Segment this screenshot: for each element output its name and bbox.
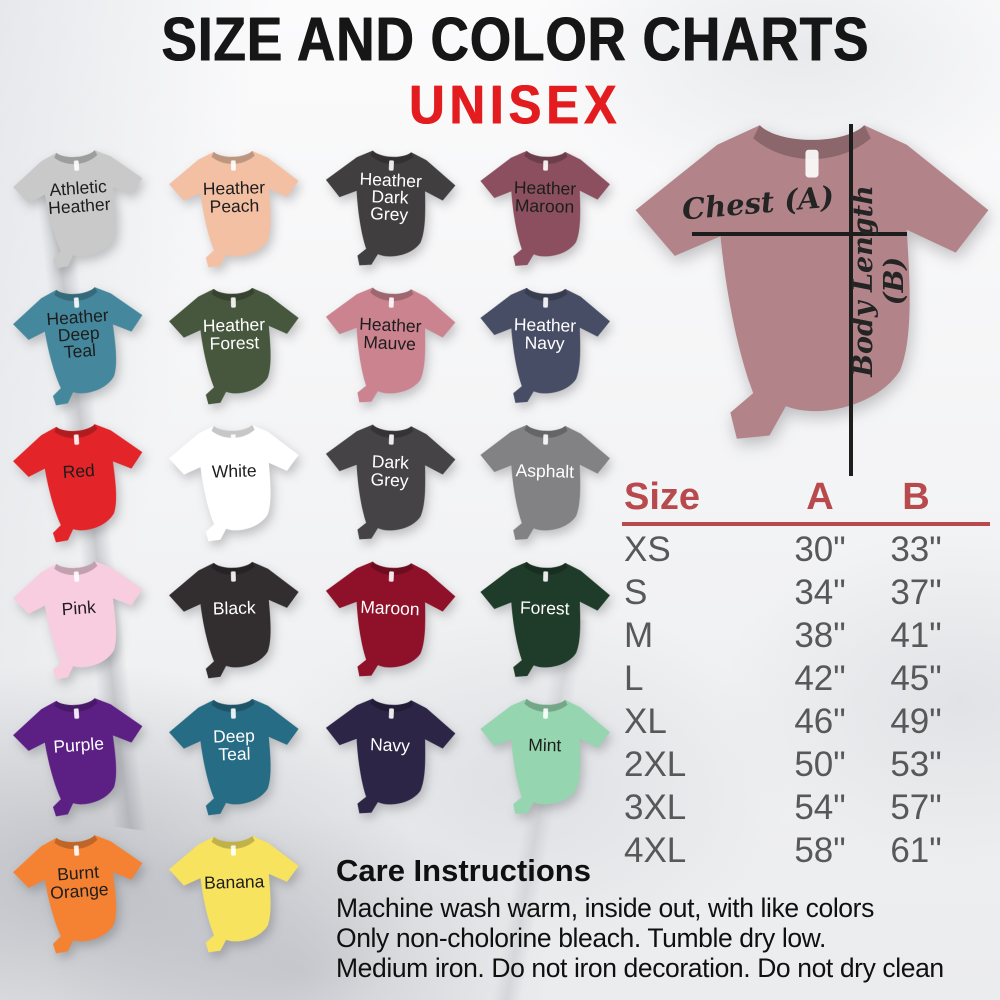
tshirt-icon-large (635, 125, 989, 439)
size-table-row-2xl: 2XL 50" 53" (622, 745, 994, 788)
shirt-swatch-red: Red (0, 409, 162, 556)
shirt-color-label: Dark Grey (370, 451, 410, 491)
shirt-color-label: Maroon (359, 596, 421, 620)
care-instruction-line: Medium iron. Do not iron decoration. Do … (336, 953, 944, 983)
size-table-row-4xl: 4XL 58" 61" (622, 831, 994, 874)
shirt-swatch-banana: Banana (155, 823, 314, 964)
size-table-row-m: M 38" 41" (622, 616, 994, 659)
color-swatch-grid: Athletic Heather Heather Peach Heather D… (2, 140, 624, 962)
size-cell: XL (624, 702, 667, 741)
measurement-shirt-diagram: Chest (A) Body Length (B) (616, 96, 1000, 482)
body-length-measure-label: Body Length (B) (848, 185, 910, 377)
shirt-color-label: Banana (203, 871, 265, 893)
shirt-swatch-heather-maroon: Heather Maroon (465, 138, 624, 279)
shirt-color-label: Black (212, 597, 256, 619)
size-cell: L (624, 659, 644, 698)
body-length-measure-line (849, 124, 853, 476)
size-table-row-xs: XS 30" 33" (622, 530, 994, 573)
chest-cell: 50" (794, 745, 846, 784)
shirt-color-label: Purple (52, 733, 105, 757)
shirt-color-label: Heather Navy (513, 314, 577, 354)
chest-cell: 38" (794, 616, 846, 655)
shirt-color-label: Deep Teal (212, 725, 256, 764)
shirt-swatch-black: Black (155, 549, 314, 690)
shirt-color-label: Heather Mauve (358, 314, 422, 354)
length-cell: 37" (890, 573, 942, 612)
chest-cell: 58" (794, 831, 846, 870)
size-table-divider (622, 522, 990, 526)
shirt-swatch-maroon: Maroon (309, 548, 470, 692)
shirt-color-label: Athletic Heather (47, 176, 112, 218)
size-table-header-size: Size (624, 476, 701, 518)
shirt-swatch-white: White (155, 412, 314, 553)
care-instructions-title: Care Instructions (336, 853, 591, 888)
chest-cell: 30" (794, 530, 846, 569)
size-cell: 3XL (624, 788, 687, 827)
shirt-swatch-heather-dark-grey: Heather Dark Grey (309, 137, 470, 281)
size-cell: M (624, 616, 654, 655)
size-table-row-3xl: 3XL 54" 57" (622, 788, 994, 831)
shirt-swatch-dark-grey: Dark Grey (309, 411, 470, 555)
length-cell: 45" (890, 659, 942, 698)
shirt-swatch-athletic-heather: Athletic Heather (0, 135, 162, 282)
size-table-header-b: B (902, 476, 930, 518)
shirt-color-label: Heather Dark Grey (359, 168, 423, 225)
chest-cell: 54" (794, 788, 846, 827)
size-table-header-row: Size A B (622, 476, 994, 520)
shirt-color-label: Burnt Orange (49, 861, 110, 903)
length-cell: 49" (890, 702, 942, 741)
size-cell: S (624, 573, 648, 612)
shirt-color-label: Asphalt (515, 460, 575, 482)
shirt-swatch-heather-deep-teal: Heather Deep Teal (0, 272, 162, 419)
length-cell: 57" (890, 788, 942, 827)
shirt-swatch-heather-forest: Heather Forest (155, 275, 314, 416)
shirt-swatch-pink: Pink (0, 546, 162, 693)
shirt-swatch-heather-mauve: Heather Mauve (309, 274, 470, 418)
size-table-row-xl: XL 46" 49" (622, 702, 994, 745)
care-instruction-line: Machine wash warm, inside out, with like… (336, 893, 874, 923)
page-title: SIZE AND COLOR CHARTS (160, 5, 870, 75)
chest-cell: 46" (794, 702, 846, 741)
length-cell: 41" (890, 616, 942, 655)
chest-measure-line (692, 232, 907, 236)
shirt-color-label: Mint (528, 734, 562, 756)
shirt-swatch-purple: Purple (0, 683, 162, 830)
size-table-row-l: L 42" 45" (622, 659, 994, 702)
shirt-color-label: White (211, 460, 257, 482)
shirt-swatch-asphalt: Asphalt (465, 412, 624, 553)
shirt-swatch-burnt-orange: Burnt Orange (0, 820, 162, 967)
shirt-color-label: Heather Peach (202, 177, 266, 217)
length-cell: 33" (890, 530, 942, 569)
shirt-color-label: Heather Deep Teal (45, 304, 110, 363)
size-table: Size A B XS 30" 33" S 34" 37" M 38" 41" … (622, 476, 994, 874)
care-instructions: Care Instructions Machine wash warm, ins… (336, 853, 996, 983)
shirt-color-label: Heather Forest (202, 314, 266, 354)
length-cell: 53" (890, 745, 942, 784)
shirt-swatch-navy: Navy (309, 685, 470, 829)
chest-cell: 42" (794, 659, 846, 698)
shirt-color-label: Navy (369, 734, 411, 756)
length-cell: 61" (890, 831, 942, 870)
care-instruction-line: Only non-cholorine bleach. Tumble dry lo… (336, 923, 826, 953)
size-cell: 2XL (624, 745, 687, 784)
shirt-color-label: Pink (61, 596, 97, 620)
size-cell: XS (624, 530, 671, 569)
shirt-swatch-mint: Mint (465, 686, 624, 827)
page-subtitle: UNISEX (408, 75, 622, 136)
size-cell: 4XL (624, 831, 687, 870)
shirt-swatch-forest: Forest (465, 549, 624, 690)
size-table-row-s: S 34" 37" (622, 573, 994, 616)
shirt-swatch-heather-peach: Heather Peach (155, 138, 314, 279)
shirt-color-label: Red (61, 459, 96, 483)
shirt-color-label: Forest (519, 597, 570, 619)
chest-cell: 34" (794, 573, 846, 612)
shirt-color-label: Heather Maroon (513, 177, 577, 217)
shirt-swatch-heather-navy: Heather Navy (465, 275, 624, 416)
size-table-header-a: A (806, 476, 834, 518)
shirt-swatch-deep-teal: Deep Teal (155, 686, 314, 827)
